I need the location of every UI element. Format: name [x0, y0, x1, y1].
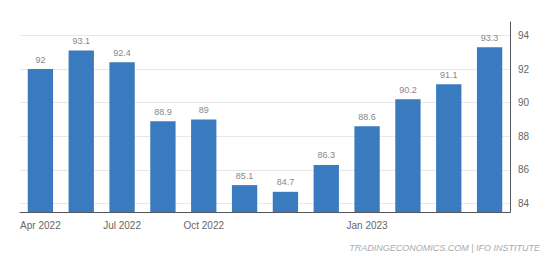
svg-text:89: 89 — [199, 105, 209, 115]
svg-text:86.3: 86.3 — [317, 150, 335, 160]
svg-text:TRADINGECONOMICS.COM | IFO INS: TRADINGECONOMICS.COM | IFO INSTITUTE — [349, 243, 541, 253]
svg-text:92.4: 92.4 — [113, 48, 131, 58]
svg-text:Jan 2023: Jan 2023 — [347, 220, 389, 231]
svg-text:Apr 2022: Apr 2022 — [20, 220, 61, 231]
svg-text:Oct 2022: Oct 2022 — [183, 220, 224, 231]
svg-text:84.7: 84.7 — [277, 177, 295, 187]
svg-text:93.3: 93.3 — [481, 33, 499, 43]
svg-text:88: 88 — [518, 131, 530, 142]
svg-text:85.1: 85.1 — [236, 171, 254, 181]
svg-text:90: 90 — [518, 97, 530, 108]
svg-text:84: 84 — [518, 198, 530, 209]
svg-text:90.2: 90.2 — [399, 85, 417, 95]
svg-text:88.9: 88.9 — [154, 107, 172, 117]
svg-text:92: 92 — [518, 64, 530, 75]
svg-text:94: 94 — [518, 30, 530, 41]
svg-text:92: 92 — [35, 55, 45, 65]
svg-text:88.6: 88.6 — [358, 112, 376, 122]
svg-text:86: 86 — [518, 164, 530, 175]
svg-text:91.1: 91.1 — [440, 70, 458, 80]
svg-text:93.1: 93.1 — [72, 36, 90, 46]
svg-text:Jul 2022: Jul 2022 — [103, 220, 141, 231]
